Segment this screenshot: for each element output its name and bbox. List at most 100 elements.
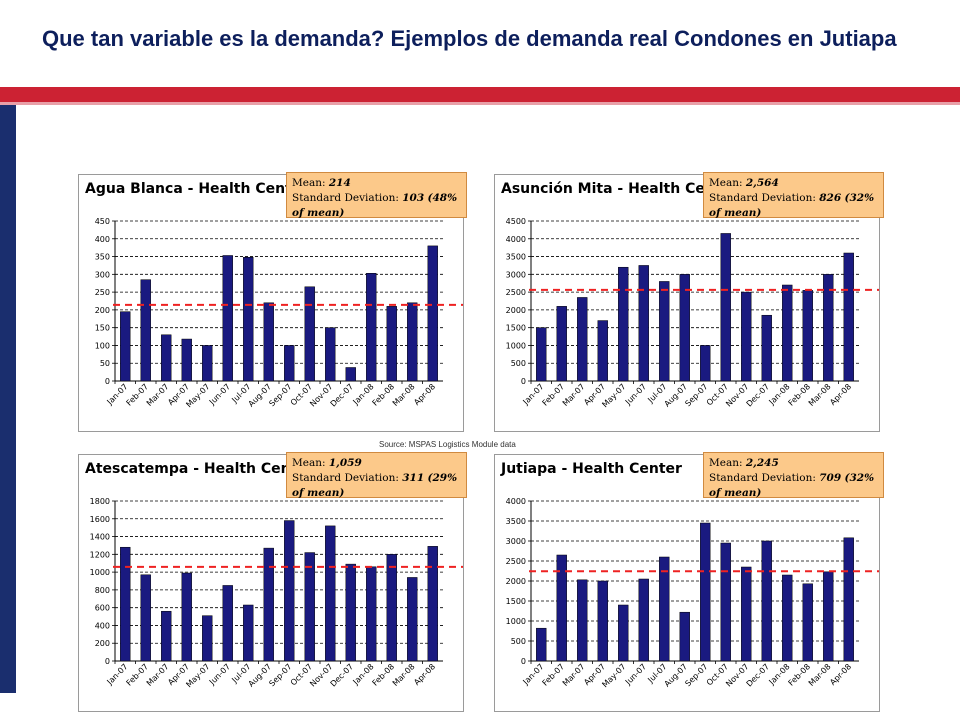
sd-label: Standard Deviation: xyxy=(709,472,816,484)
x-tick-label: Sep-07 xyxy=(267,382,293,408)
x-tick-label: Mar-08 xyxy=(807,382,833,408)
bar xyxy=(843,537,854,662)
bar xyxy=(659,556,670,662)
y-tick-label: 400 xyxy=(95,621,110,630)
bar xyxy=(386,306,397,382)
stats-box: Mean: 1,059 Standard Deviation: 311 (29%… xyxy=(286,452,467,499)
x-tick-label: Jun-07 xyxy=(207,382,232,407)
bar xyxy=(304,552,315,662)
sd-note: (29% of mean) xyxy=(292,472,458,499)
x-tick-label: Dec-07 xyxy=(329,662,356,689)
x-tick-label: Dec-07 xyxy=(745,382,772,409)
y-tick-label: 1500 xyxy=(506,597,526,606)
bar xyxy=(140,279,151,382)
y-tick-label: 250 xyxy=(95,288,110,297)
sd-note: (48% of mean) xyxy=(292,192,458,219)
y-tick-label: 3000 xyxy=(506,270,526,279)
y-tick-label: 2000 xyxy=(506,577,526,586)
y-tick-label: 4500 xyxy=(506,217,526,226)
sd-note: (32% of mean) xyxy=(709,472,875,499)
bar xyxy=(345,367,356,382)
y-tick-label: 100 xyxy=(95,341,110,350)
y-tick-label: 1200 xyxy=(90,550,110,559)
left-accent-bar xyxy=(0,105,16,693)
bar xyxy=(802,583,813,662)
bar xyxy=(659,281,670,382)
bar xyxy=(700,345,711,382)
bar xyxy=(823,274,834,382)
y-tick-label: 1000 xyxy=(90,568,110,577)
bar xyxy=(263,302,274,382)
bar xyxy=(638,578,649,662)
mean-value: 1,059 xyxy=(328,457,362,469)
bar-chart-plot: 020040060080010001200140016001800Jan-07F… xyxy=(90,497,463,689)
bar xyxy=(284,520,295,662)
sd-value: 311 xyxy=(402,472,425,484)
bar xyxy=(577,579,588,662)
bar-chart-plot: 050100150200250300350400450Jan-07Feb-07M… xyxy=(95,217,463,409)
y-tick-label: 2000 xyxy=(506,306,526,315)
y-tick-label: 200 xyxy=(95,306,110,315)
bar xyxy=(802,290,813,382)
x-tick-label: Dec-07 xyxy=(745,662,772,689)
sd-label: Standard Deviation: xyxy=(709,192,816,204)
sd-note: (32% of mean) xyxy=(709,192,875,219)
y-tick-label: 450 xyxy=(95,217,110,226)
y-tick-label: 350 xyxy=(95,253,110,262)
y-tick-label: 4000 xyxy=(506,235,526,244)
bar xyxy=(618,266,629,382)
y-tick-label: 600 xyxy=(95,604,110,613)
x-tick-label: Apr-08 xyxy=(412,662,437,687)
y-tick-label: 1600 xyxy=(90,515,110,524)
y-tick-label: 1000 xyxy=(506,617,526,626)
bar xyxy=(202,345,213,382)
x-tick-label: Mar-08 xyxy=(807,662,833,688)
x-tick-label: Sep-07 xyxy=(683,382,709,408)
bar xyxy=(202,615,213,662)
bar xyxy=(407,302,418,382)
bar xyxy=(427,245,438,382)
bar xyxy=(304,286,315,382)
bar xyxy=(386,554,397,662)
bar xyxy=(720,233,731,382)
bar xyxy=(761,540,772,662)
bar xyxy=(638,265,649,382)
bar xyxy=(556,554,567,662)
bar xyxy=(536,327,547,382)
y-tick-label: 50 xyxy=(100,359,110,368)
mean-label: Mean: xyxy=(292,177,326,189)
sd-value: 103 xyxy=(402,192,425,204)
x-tick-label: Jun-07 xyxy=(623,382,648,407)
y-tick-label: 0 xyxy=(105,377,110,386)
y-tick-label: 4000 xyxy=(506,497,526,506)
bar xyxy=(161,334,172,382)
bar xyxy=(243,604,254,662)
bar-chart-plot: 05001000150020002500300035004000Jan-07Fe… xyxy=(506,497,879,689)
source-note: Source: MSPAS Logistics Module data xyxy=(379,440,516,449)
bar xyxy=(140,574,151,662)
y-tick-label: 3000 xyxy=(506,537,526,546)
bar xyxy=(741,566,752,662)
y-tick-label: 1000 xyxy=(506,341,526,350)
bar xyxy=(243,257,254,382)
y-tick-label: 400 xyxy=(95,235,110,244)
x-tick-label: Jun-07 xyxy=(207,662,232,687)
bar xyxy=(284,345,295,382)
x-tick-label: Mar-07 xyxy=(145,662,171,688)
bar xyxy=(597,580,608,662)
mean-value: 2,564 xyxy=(745,177,779,189)
bar xyxy=(741,291,752,382)
bar xyxy=(325,327,336,382)
mean-label: Mean: xyxy=(709,177,743,189)
chart-title: Jutiapa - Health Center xyxy=(501,461,682,477)
bar xyxy=(366,273,377,382)
chart-atescatempa: Atescatempa - Health Center 0 200 400 600 80… xyxy=(78,454,464,712)
y-tick-label: 1500 xyxy=(506,324,526,333)
bar xyxy=(366,566,377,662)
sd-value: 709 xyxy=(819,472,842,484)
x-tick-label: Mar-07 xyxy=(561,662,587,688)
title-accent-bar-highlight xyxy=(0,102,960,105)
y-tick-label: 500 xyxy=(511,359,526,368)
bar xyxy=(181,572,192,662)
bar xyxy=(427,546,438,662)
